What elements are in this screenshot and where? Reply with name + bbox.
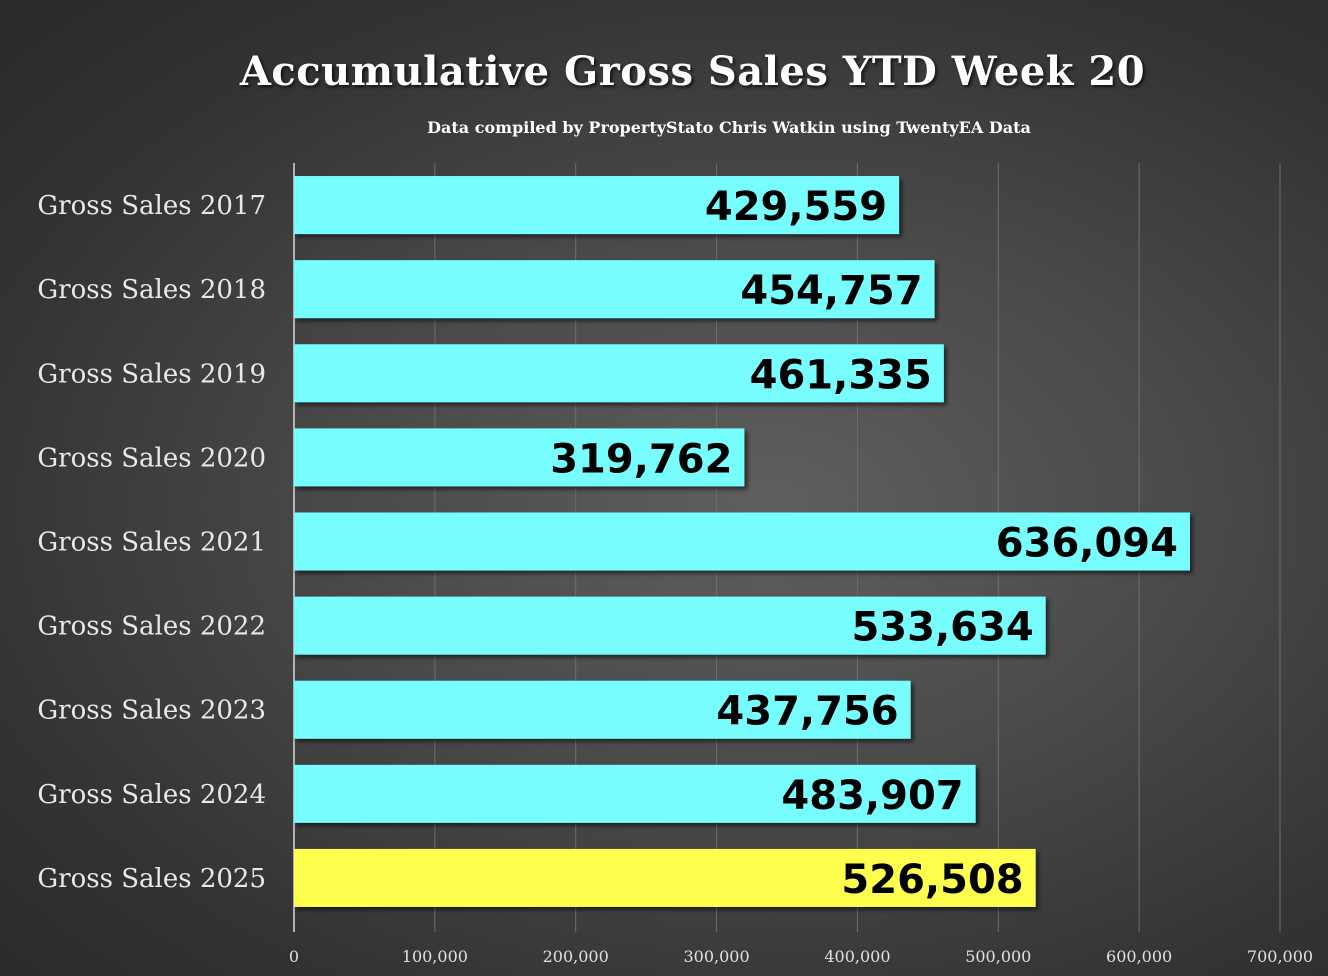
x-tick-label: 700,000: [1247, 947, 1313, 966]
bar: [294, 260, 935, 319]
x-tick-label: 200,000: [543, 947, 609, 966]
data-label: 319,762: [550, 436, 732, 482]
data-label: 483,907: [781, 773, 963, 819]
data-label: 636,094: [996, 521, 1178, 567]
bar: [294, 344, 944, 403]
category-label: Gross Sales 2025: [37, 864, 266, 894]
category-label: Gross Sales 2022: [37, 612, 266, 642]
x-tick-label: 600,000: [1106, 947, 1172, 966]
x-tick-label: 400,000: [824, 947, 890, 966]
x-tick-label: 300,000: [683, 947, 749, 966]
bar: [294, 764, 976, 823]
bar: [294, 428, 745, 487]
bar: [294, 680, 911, 739]
bar: [294, 176, 900, 235]
category-label: Gross Sales 2020: [37, 443, 266, 473]
category-label: Gross Sales 2021: [37, 528, 266, 558]
x-tick-label: 100,000: [402, 947, 468, 966]
data-label: 437,756: [716, 689, 898, 735]
bar: [294, 596, 1046, 655]
x-tick-label: 500,000: [965, 947, 1031, 966]
x-tick-label: 0: [289, 947, 299, 966]
bar: [294, 848, 1036, 907]
chart-title: Accumulative Gross Sales YTD Week 20: [239, 48, 1146, 95]
data-label: 429,559: [705, 184, 887, 230]
category-label: Gross Sales 2019: [37, 359, 266, 389]
data-label: 533,634: [851, 605, 1033, 651]
category-label: Gross Sales 2018: [37, 275, 266, 305]
category-label: Gross Sales 2017: [37, 191, 266, 221]
category-label: Gross Sales 2023: [37, 696, 266, 726]
chart-subtitle: Data compiled by PropertyStato Chris Wat…: [427, 118, 1031, 137]
bar: [294, 512, 1190, 571]
data-label: 526,508: [841, 857, 1023, 903]
category-label: Gross Sales 2024: [37, 780, 266, 810]
data-label: 454,757: [740, 268, 922, 314]
data-label: 461,335: [750, 352, 932, 398]
